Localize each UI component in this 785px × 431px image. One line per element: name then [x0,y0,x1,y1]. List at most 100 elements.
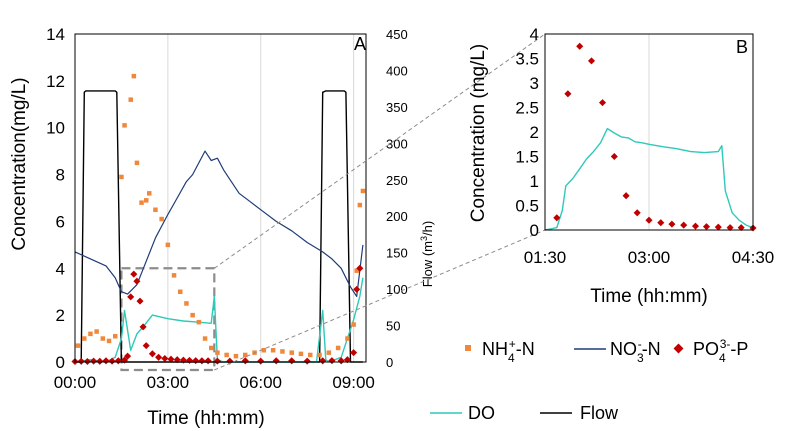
po4-point [155,353,163,361]
flow-line [75,90,363,363]
panel-a-y2-axis-label: Flow (m3/h) [419,221,435,287]
panel-a-y-tick-label: 10 [46,119,65,138]
po4-point [136,297,144,305]
panel-a-y2-tick-label: 0 [386,355,393,370]
panel-b-x-tick-label: 04:30 [732,248,775,267]
nh4-point [357,202,363,208]
panel-a-y2-tick-label: 300 [386,136,408,151]
po4-point [353,285,361,293]
nh4-point [75,343,81,348]
nh4-point [139,200,144,205]
nh4-point [88,331,93,337]
po4-point [142,342,150,350]
po4-point [77,357,85,365]
nh4-point [147,191,152,196]
panel-a-x-tick-label: 09:00 [332,373,375,392]
po4-point [328,357,336,365]
po4-point [108,357,116,365]
b-po4-point [598,99,607,107]
nh4-point [209,345,214,351]
zoom-box [120,267,216,372]
panel-a-series [71,73,366,366]
zoom-connector-lines [214,33,546,371]
nh4-point [119,174,124,180]
panel-a-y2-tick-label: 450 [386,27,408,42]
nh4-point [308,352,313,358]
nh4-point [243,352,248,358]
panel-a-y-ticks: 0 2 4 6 8 10 12 14 [46,25,65,372]
panel-a-y2-tick-label: 250 [386,173,408,188]
panel-a-x-ticks: 00:00 03:00 06:00 09:00 [54,373,375,392]
panel-b-y-tick-label: 4 [530,25,539,44]
nh4-point [106,338,112,344]
panel-a-y-tick-label: 2 [56,306,65,325]
legend-item-do: DO [430,403,495,423]
nh4-point [360,188,366,194]
panel-b-x-ticks: 01:30 03:00 04:30 [524,248,775,267]
po4-point [90,357,98,365]
nh4-point [134,160,140,166]
panel-a-y-tick-label: 8 [56,166,65,185]
nh4-point [131,73,137,79]
po4-point [127,293,135,301]
panel-a-y-tick-label: 6 [56,212,65,231]
nh4-point [184,301,189,306]
panel-b-y-tick-label: 3 [530,74,539,93]
panel-a-y2-tick-label: 100 [386,282,408,297]
nh4-point [159,216,164,222]
legend-label-flow: Flow [580,403,619,423]
legend-item-flow: Flow [540,403,619,423]
nh4-point [354,268,359,273]
b-po4-point [622,192,630,200]
po4-point [96,357,104,365]
po4-point [226,357,234,365]
legend: NH4+-N NO3--N PO43--P DO Flow [430,337,748,423]
b-po4-point [657,219,665,227]
po4-point [148,350,156,358]
panel-a-y2-tick-label: 50 [386,319,400,334]
nh4-point [113,334,118,339]
nh4-point [270,348,276,353]
nh4-point [100,336,106,341]
panel-b-y-tick-label: 3.5 [515,50,539,69]
po4-point [161,354,169,363]
legend-item-po4: PO43--P [673,337,748,365]
panel-b-y-tick-label: 2 [530,123,539,142]
po4-point [173,356,181,364]
panel-a-y2-tick-label: 350 [386,100,408,115]
panel-a-y-axis-label: Concentration(mg/L) [9,77,30,250]
panel-a-x-tick-label: 00:00 [54,373,97,392]
panel-b-y-tick-label: 0.5 [515,197,539,216]
nh4-point [202,336,208,341]
po4-point [288,357,296,365]
nh4-point [317,352,322,358]
nh4-point [171,273,177,278]
panel-a-y2-tick-label: 400 [386,63,408,78]
panel-b-x-tick-label: 03:00 [628,248,671,267]
panel-a-y-tick-label: 4 [56,259,65,278]
panel-b-y-tick-label: 1 [530,172,539,191]
legend-item-no3: NO3--N [574,337,661,365]
panel-b-series [544,42,757,232]
b-po4-point [587,57,596,65]
legend-label-nh4: NH4+-N [482,337,535,365]
nh4-point [224,352,229,358]
no3-line [74,150,364,297]
po4-point [198,357,206,365]
panel-b-x-tick-label: 01:30 [524,248,567,267]
po4-point [343,356,351,364]
po4-point [192,357,200,365]
connector-bottom [214,229,546,371]
panel-b-y-tick-label: 1.5 [515,148,539,167]
b-po4-point [737,224,745,232]
nh4-point [298,351,304,357]
panel-b-label: B [736,37,748,57]
b-po4-point [610,152,618,161]
b-po4-point [576,42,584,50]
nh4-point [261,348,267,353]
nh4-point [144,198,149,203]
po4-point [124,352,132,360]
po4-point [133,277,141,285]
nh4-point [215,350,220,355]
panel-b-y-ticks: 0 0.5 1 1.5 2 2.5 3 3.5 4 [515,25,539,240]
